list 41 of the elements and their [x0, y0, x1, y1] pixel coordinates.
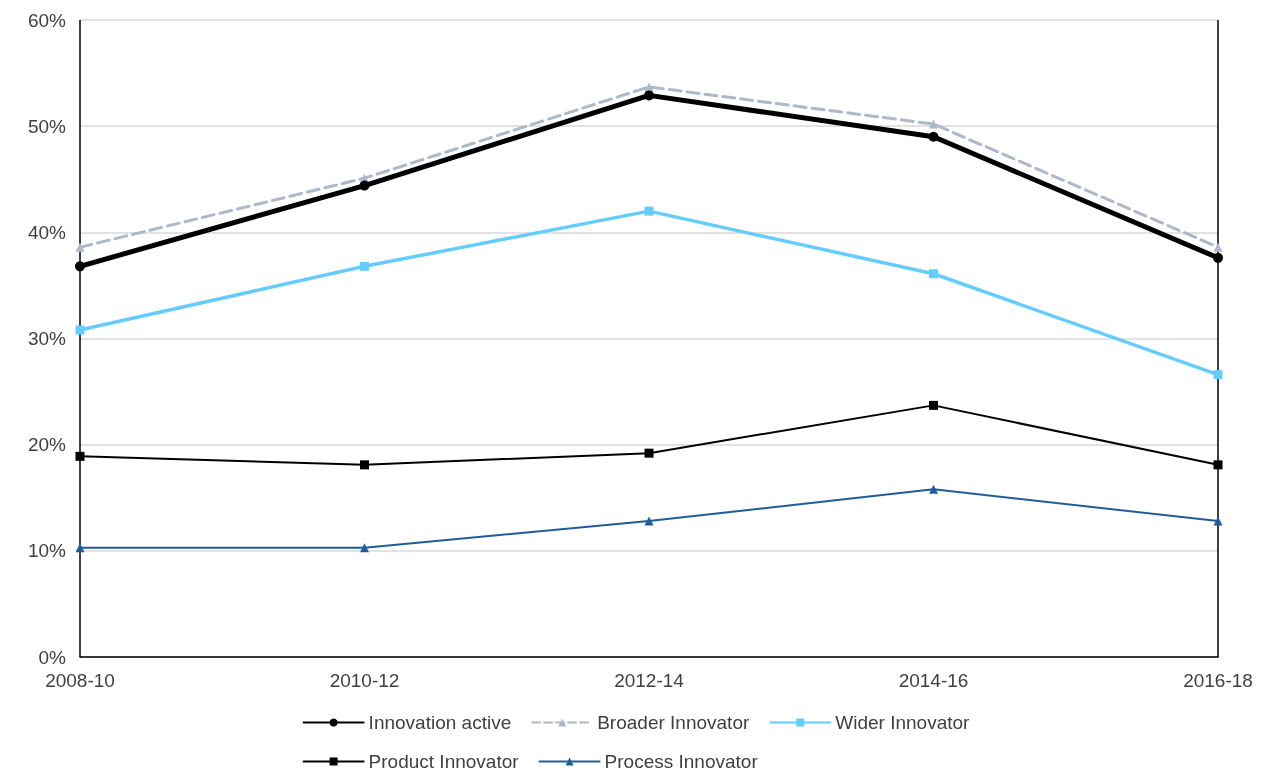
- y-tick-label: 30%: [27, 328, 67, 349]
- legend-label: Broader Innovator: [597, 712, 750, 733]
- point: [360, 543, 369, 553]
- y-tick-label: 40%: [27, 221, 67, 243]
- point: [929, 400, 938, 410]
- legend-label: Innovation active: [368, 712, 512, 733]
- point: [75, 261, 85, 272]
- point: [360, 261, 369, 271]
- point: [75, 451, 85, 461]
- point: [644, 448, 654, 458]
- point: [644, 90, 654, 101]
- point: [644, 82, 654, 92]
- y-tick-label: 20%: [27, 434, 67, 456]
- point: [929, 269, 938, 279]
- point: [1213, 516, 1223, 526]
- y-tick-label: 0%: [38, 646, 67, 668]
- point: [928, 131, 939, 142]
- point: [75, 325, 85, 335]
- point: [644, 206, 654, 216]
- x-tick-label: 2016-18: [1183, 670, 1253, 691]
- point: [929, 484, 938, 494]
- point: [1213, 370, 1223, 380]
- point: [1213, 252, 1223, 263]
- y-tick-label: 10%: [27, 540, 67, 562]
- point: [929, 119, 938, 129]
- point: [75, 242, 85, 252]
- point: [360, 460, 369, 470]
- y-tick-label: 50%: [27, 115, 67, 137]
- x-tick-label: 2010-12: [329, 670, 400, 691]
- point: [644, 516, 654, 526]
- point: [1213, 242, 1223, 252]
- x-tick-label: 2008-10: [45, 670, 115, 691]
- legend-label: Process Innovator: [604, 751, 759, 772]
- point: [1213, 460, 1223, 470]
- y-tick-label: 60%: [27, 9, 67, 31]
- point: [359, 180, 370, 191]
- point: [75, 543, 85, 553]
- x-tick-label: 2012-14: [614, 670, 685, 691]
- legend-label: Wider Innovator: [835, 712, 971, 733]
- legend-label: Product Innovator: [368, 751, 520, 772]
- x-tick-label: 2014-16: [898, 670, 969, 691]
